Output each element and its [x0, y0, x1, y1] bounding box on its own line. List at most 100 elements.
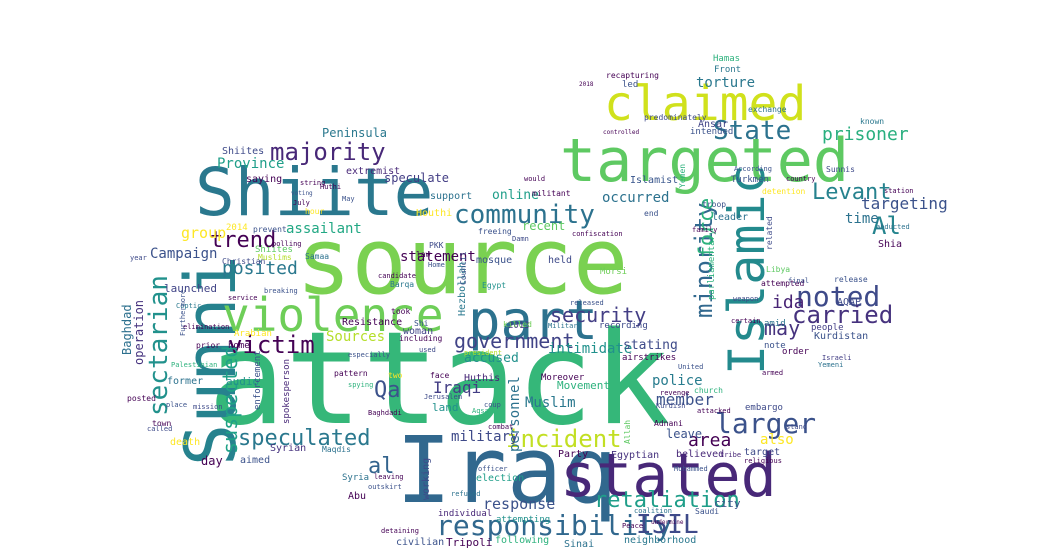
word: enforcement [253, 350, 263, 410]
word: stated [560, 441, 777, 511]
word: United [678, 363, 704, 371]
word: religious [744, 457, 782, 465]
word: Arabian [234, 329, 272, 339]
word: airstrikes [622, 353, 677, 363]
word: Party [558, 449, 589, 460]
word: attack [208, 305, 671, 454]
word: election [476, 473, 525, 484]
word: Baghdadi [368, 409, 402, 417]
word: recording [599, 321, 648, 331]
word: trend [210, 228, 277, 253]
word: voting [291, 190, 313, 197]
word: assailant [286, 221, 362, 237]
word: military [451, 429, 519, 445]
word: May [342, 195, 355, 203]
word: known [860, 117, 885, 126]
word: Egypt [482, 281, 507, 290]
word: Barqa [390, 280, 415, 289]
word: day [201, 454, 223, 468]
word: targeted [560, 126, 849, 196]
word: Egyptian [611, 450, 660, 461]
word: string [300, 179, 326, 187]
word: weapon [733, 295, 759, 303]
word: audio [226, 375, 260, 388]
word: Islamist [630, 175, 679, 186]
word: abducted [876, 223, 910, 231]
word: response [483, 495, 556, 513]
word: ISIL [636, 510, 699, 540]
word: candidate [378, 272, 416, 280]
word: working [421, 457, 432, 500]
word: prevent [253, 225, 287, 234]
word: aimed [240, 455, 271, 466]
word: mosque [476, 255, 513, 266]
word: Furthermore [179, 289, 187, 336]
word: occurred [602, 190, 670, 206]
word: Yemeni [818, 361, 844, 369]
word: station [884, 187, 914, 195]
word: Mohammed [674, 465, 708, 473]
word: group [181, 224, 227, 242]
word: mission [193, 403, 223, 411]
word: woman [403, 326, 434, 337]
word: Moreover [541, 373, 585, 383]
word: including [399, 334, 443, 343]
word: country [786, 175, 816, 183]
word: officer [478, 465, 508, 473]
word: recent [522, 219, 566, 233]
word: extremist [346, 166, 401, 177]
word: Sources [326, 329, 386, 345]
word: armed [762, 369, 784, 377]
word: spokesperson [282, 358, 292, 424]
word: Syria [342, 473, 370, 483]
word: Al [872, 212, 901, 240]
word: Damn [512, 235, 529, 243]
word: Front [714, 65, 742, 75]
word: prior [196, 341, 221, 350]
word: controlled [603, 129, 640, 136]
word: elimination [183, 323, 230, 331]
word: Iraqi [433, 378, 482, 397]
word: militant [532, 189, 571, 198]
word: parliamentary [707, 229, 717, 300]
word: following [495, 535, 550, 546]
word: Hamas [713, 54, 741, 64]
word: Council [459, 251, 468, 285]
word: former [167, 376, 204, 387]
word: Shia [878, 239, 903, 250]
word: Morsi [600, 267, 628, 277]
word: certain [731, 317, 761, 325]
word: town [152, 419, 172, 428]
word: people [811, 323, 844, 333]
word: troop [702, 200, 727, 209]
word: city [714, 497, 741, 510]
word: majority [270, 138, 386, 166]
word: Huthis [464, 373, 501, 384]
word: leader [712, 212, 749, 223]
word: member [656, 390, 714, 409]
word: police [652, 373, 703, 389]
word: tribe [720, 451, 742, 459]
word: part [468, 289, 599, 352]
word: government [454, 329, 575, 353]
word: Christian [222, 257, 266, 266]
word: may [764, 316, 801, 340]
word: intimidate [548, 341, 633, 357]
word: statement [400, 249, 476, 265]
word: combat [488, 423, 514, 431]
word: Adnani [654, 419, 683, 428]
word: responsibility [436, 509, 673, 542]
word: polling [272, 240, 302, 248]
word: torture [696, 75, 756, 91]
word: July [293, 199, 310, 207]
word: According [734, 165, 772, 173]
word: Qa [374, 378, 401, 403]
word: Libya [766, 265, 791, 274]
word: breaking [264, 287, 298, 295]
word: Shiites [255, 245, 293, 255]
word: 2014 [226, 223, 248, 233]
word: believed [676, 449, 725, 460]
word: predominately [644, 113, 707, 122]
word: law [416, 250, 431, 259]
word: noted [796, 280, 881, 313]
